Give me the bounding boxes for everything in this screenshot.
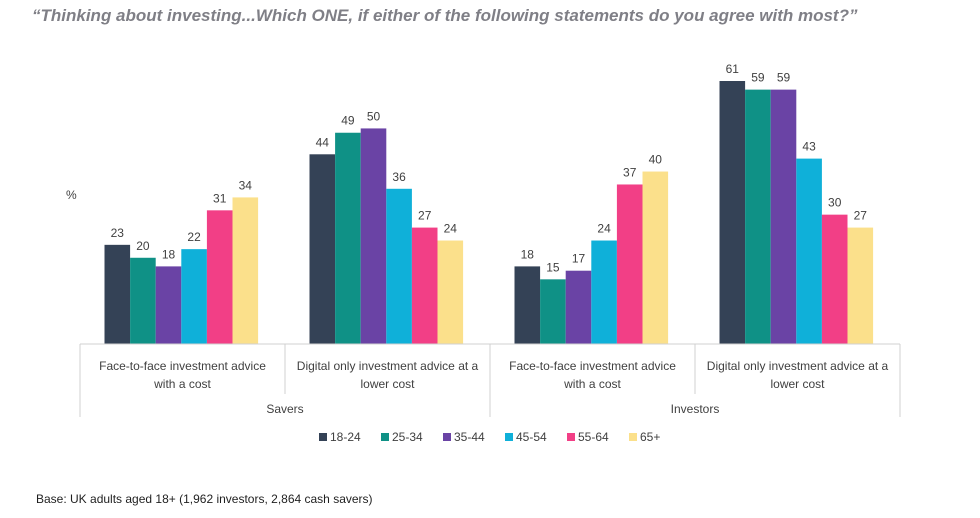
category-label: Face-to-face investment advice [509,359,676,373]
data-label: 23 [111,226,125,240]
data-label: 59 [751,71,765,85]
data-label: 49 [341,114,355,128]
data-label: 37 [623,165,637,179]
legend-label-45-54: 45-54 [516,430,547,444]
bar-65+-cat2 [437,240,464,344]
data-label: 50 [367,109,381,123]
data-label: 17 [572,252,586,266]
grouped-bar-chart: % 23 44 18 61 20 49 15 59 18 50 17 59 22 36 24 43 31 27 37 3… [66,62,901,444]
group-label-savers: Savers [266,402,303,416]
data-label: 24 [597,222,611,236]
data-label: 59 [777,71,791,85]
bar-45-54-cat3 [591,240,617,344]
legend-swatch-35-44 [443,433,451,441]
bar-45-54-cat4 [796,158,822,344]
data-label: 30 [828,196,842,210]
bar-35-44-cat4 [770,89,797,344]
bar-25-34-cat3 [540,279,566,344]
bar-55-64-cat4 [821,214,848,344]
legend-label-35-44: 35-44 [454,430,485,444]
bar-25-34-cat1 [130,257,156,344]
data-label: 24 [444,222,458,236]
data-label: 22 [187,230,201,244]
data-label: 44 [316,135,330,149]
legend-label-25-34: 25-34 [392,430,423,444]
bar-35-44-cat3 [565,270,592,344]
legend-swatch-55-64 [567,433,575,441]
category-label: with a cost [153,377,211,391]
data-label: 61 [726,62,740,76]
data-label: 34 [239,178,253,192]
bar-18-24-cat3 [514,266,541,344]
legend-swatch-45-54 [505,433,513,441]
category-label: lower cost [770,377,825,391]
bar-25-34-cat2 [335,132,361,344]
legend-label-55-64: 55-64 [578,430,609,444]
category-label: Face-to-face investment advice [99,359,266,373]
chart-title: “Thinking about investing...Which ONE, i… [32,6,858,25]
legend-label-65+: 65+ [640,430,660,444]
data-label: 43 [802,140,816,154]
legend-label-18-24: 18-24 [330,430,361,444]
data-label: 18 [162,247,176,261]
category-label: Digital only investment advice at a [297,359,479,373]
data-label: 20 [136,239,150,253]
bar-65+-cat3 [642,171,669,344]
bar-18-24-cat4 [719,81,746,344]
legend-swatch-65+ [629,433,637,441]
data-label: 31 [213,191,227,205]
bar-18-24-cat2 [309,154,336,344]
data-label: 27 [854,209,868,223]
base-footnote: Base: UK adults aged 18+ (1,962 investor… [36,492,373,506]
data-label: 15 [546,260,560,274]
bar-18-24-cat1 [104,244,131,344]
category-label: Digital only investment advice at a [707,359,889,373]
bar-55-64-cat3 [616,184,643,344]
bar-65+-cat4 [847,227,874,344]
legend-swatch-18-24 [319,433,327,441]
bar-45-54-cat1 [181,249,207,344]
data-label: 18 [521,247,535,261]
group-label-investors: Investors [671,402,720,416]
bar-45-54-cat2 [386,188,412,344]
category-label: with a cost [563,377,621,391]
category-label: lower cost [360,377,415,391]
bar-65+-cat1 [232,197,259,344]
data-label: 27 [418,209,432,223]
y-axis-unit-label: % [66,188,77,202]
data-label: 36 [392,170,406,184]
bar-55-64-cat1 [206,210,233,344]
data-label: 40 [649,153,663,167]
bar-35-44-cat1 [155,266,182,344]
bar-55-64-cat2 [411,227,438,344]
bar-35-44-cat2 [360,128,387,344]
bar-25-34-cat4 [745,89,771,344]
legend-swatch-25-34 [381,433,389,441]
